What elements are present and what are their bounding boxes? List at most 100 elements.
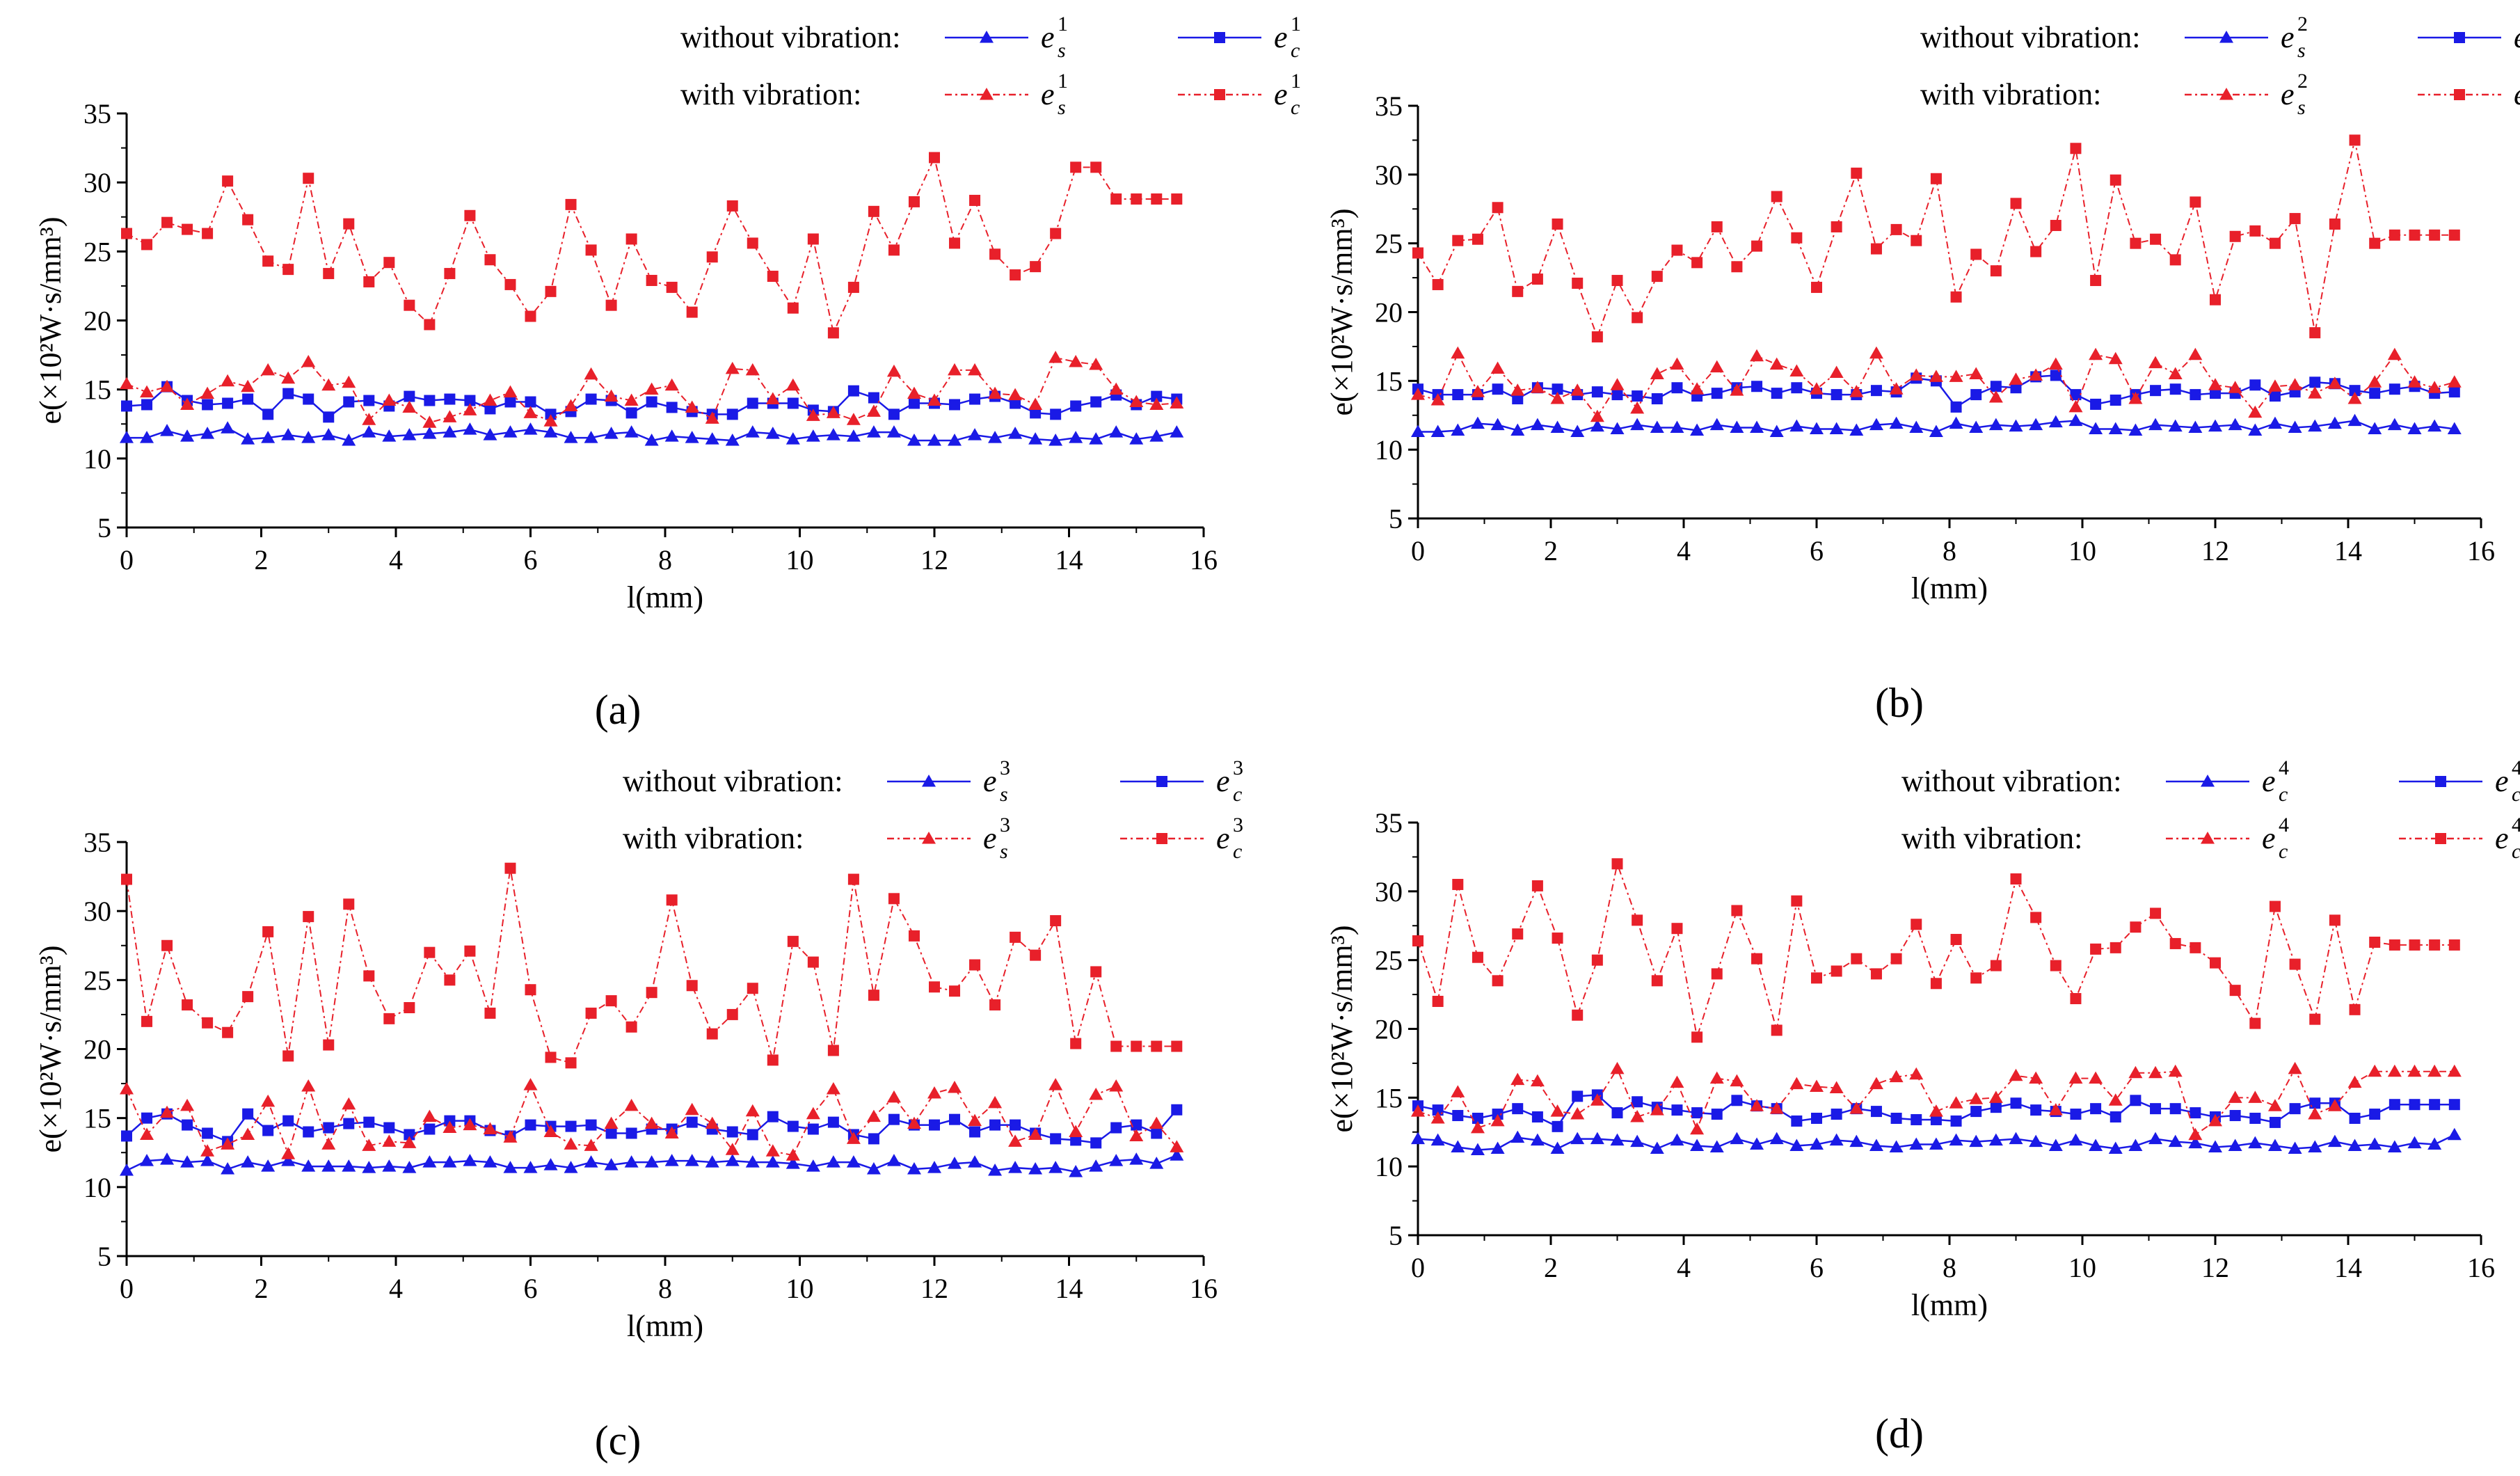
legend-symbol: e: [2495, 821, 2509, 855]
data-point: [1070, 1038, 1082, 1049]
data-point: [1090, 161, 1102, 173]
data-point: [644, 1155, 659, 1168]
data-point: [1769, 1132, 1784, 1145]
data-point: [241, 379, 255, 392]
x-tick-label: 6: [524, 544, 538, 576]
data-point: [1709, 1071, 1724, 1084]
data-point: [1909, 368, 1924, 381]
data-point: [1010, 397, 1021, 409]
legend-marker: [980, 88, 994, 100]
data-point: [1711, 1109, 1723, 1120]
data-point: [2309, 327, 2321, 339]
data-point: [1451, 423, 1465, 436]
data-point: [1970, 1106, 1982, 1118]
legend-marker: [922, 775, 936, 787]
series-3: [1412, 858, 2460, 1043]
data-point: [362, 1138, 376, 1151]
legend-symbol: e: [2514, 77, 2520, 111]
data-point: [2068, 1071, 2083, 1084]
data-point: [1988, 1133, 2003, 1146]
data-point: [282, 1115, 294, 1127]
data-point: [2169, 383, 2181, 395]
data-point: [1870, 968, 1882, 980]
data-point: [1731, 1095, 1743, 1106]
data-point: [726, 1008, 738, 1020]
data-point: [564, 399, 578, 411]
data-point: [2150, 907, 2162, 919]
data-point: [745, 1155, 760, 1168]
y-tick-label: 15: [1375, 365, 1403, 397]
data-point: [968, 428, 982, 441]
data-point: [1849, 423, 1864, 436]
x-tick-label: 14: [1055, 544, 1083, 576]
x-tick-label: 16: [2467, 1252, 2495, 1283]
series-1: [1412, 1089, 2460, 1132]
y-tick-label: 35: [1375, 807, 1403, 839]
data-point: [1570, 1132, 1585, 1145]
data-point: [1170, 425, 1184, 438]
x-tick-label: 4: [1677, 535, 1691, 566]
data-point: [1412, 247, 1424, 259]
data-point: [1008, 1161, 1023, 1173]
x-tick-label: 2: [255, 544, 269, 576]
x-tick-label: 14: [2334, 535, 2362, 566]
data-point: [565, 198, 577, 210]
data-point: [1829, 1133, 1844, 1146]
y-axis-label: e(×10²W·s/mm³): [1325, 208, 1359, 415]
data-point: [2347, 1075, 2362, 1088]
data-point: [1070, 161, 1082, 173]
data-point: [927, 393, 941, 406]
series-1: [121, 1104, 1183, 1149]
data-point: [948, 1157, 962, 1169]
data-point: [200, 1154, 215, 1166]
legend-marker: [922, 832, 936, 844]
data-point: [2349, 1003, 2361, 1015]
data-point: [121, 228, 132, 239]
data-point: [1572, 277, 1584, 289]
legend-subscript: s: [1000, 840, 1008, 863]
data-point: [464, 945, 476, 957]
data-point: [1829, 1081, 1844, 1093]
data-point: [624, 1155, 639, 1168]
data-point: [1771, 191, 1783, 203]
data-point: [929, 152, 940, 164]
data-point: [2308, 419, 2322, 432]
data-point: [2009, 372, 2023, 385]
y-tick-label: 20: [83, 305, 111, 337]
data-point: [2289, 958, 2301, 970]
data-point: [242, 393, 254, 405]
panel-label: (a): [595, 687, 641, 733]
legend-row-label: without vibration:: [1901, 764, 2122, 798]
data-point: [2387, 418, 2402, 431]
data-point: [242, 1108, 254, 1120]
data-point: [1510, 1130, 1525, 1143]
data-point: [1988, 390, 2003, 403]
data-point: [767, 271, 779, 283]
data-point: [363, 1116, 375, 1128]
y-tick-label: 35: [83, 827, 111, 858]
data-point: [1512, 393, 1524, 405]
data-point: [929, 981, 940, 993]
data-point: [424, 319, 436, 331]
panel-2: 0 2 4 6 8 10 12 14 16 5 10 15 20 25 30 35 l(mm) e(×10²W·s…: [33, 756, 1243, 1463]
data-point: [140, 385, 154, 398]
data-point: [261, 431, 276, 443]
data-point: [1171, 193, 1183, 205]
data-point: [747, 983, 758, 994]
data-point: [948, 363, 962, 376]
data-point: [503, 425, 518, 438]
data-point: [2387, 1064, 2402, 1077]
data-point: [888, 408, 900, 420]
data-point: [927, 434, 941, 446]
data-point: [725, 1154, 740, 1166]
data-point: [463, 1154, 477, 1166]
data-point: [988, 431, 1003, 443]
data-point: [2407, 1136, 2422, 1149]
data-point: [1008, 427, 1023, 439]
y-axis-label: e(×10²W·s/mm³): [1325, 925, 1359, 1132]
data-point: [543, 1158, 558, 1171]
x-tick-label: 10: [2068, 1252, 2096, 1283]
data-point: [989, 1119, 1001, 1131]
data-point: [161, 216, 173, 228]
data-point: [2068, 413, 2083, 427]
